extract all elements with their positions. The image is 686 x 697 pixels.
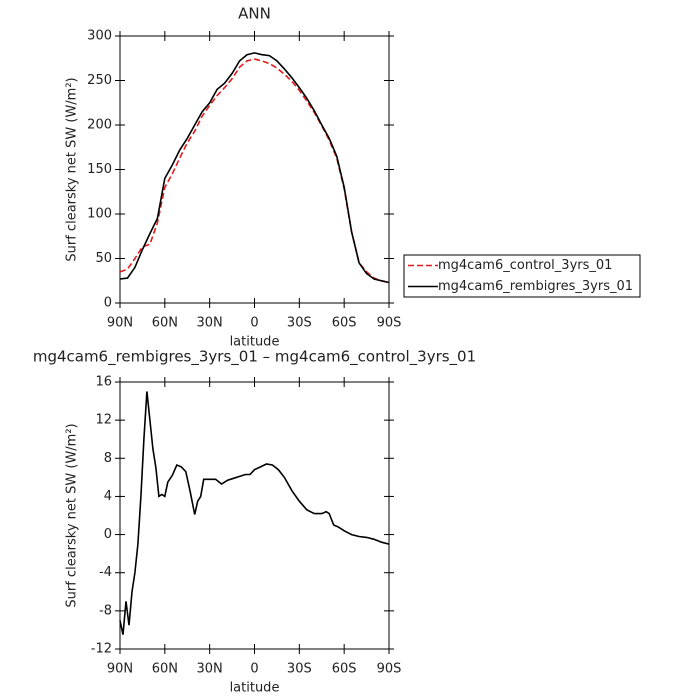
y-tick-label: 0 <box>104 527 112 542</box>
x-tick-label: 30S <box>287 662 312 677</box>
x-tick-label: 60S <box>332 662 357 677</box>
y-tick-label: 300 <box>87 29 112 44</box>
y-tick-label: -4 <box>99 565 112 580</box>
y-tick-label: 200 <box>87 118 112 133</box>
y-tick-label: 150 <box>87 162 112 177</box>
y-tick-label: 8 <box>104 451 112 466</box>
legend-label: mg4cam6_control_3yrs_01 <box>438 258 612 273</box>
x-tick-label: 90S <box>377 662 402 677</box>
data-line <box>119 58 390 284</box>
chart-title: ANN <box>238 5 271 23</box>
chart-title: mg4cam6_rembigres_3yrs_01 – mg4cam6_cont… <box>33 348 476 367</box>
x-tick-label: 0 <box>250 316 258 331</box>
x-axis-label: latitude <box>230 335 280 350</box>
x-tick-label: 90N <box>107 662 133 677</box>
y-tick-label: -8 <box>99 603 112 618</box>
data-line <box>119 391 390 635</box>
y-tick-label: 50 <box>95 251 112 266</box>
y-tick-label: 0 <box>104 296 112 311</box>
plot-frame <box>119 381 390 650</box>
y-tick-label: 4 <box>104 489 112 504</box>
x-tick-label: 90S <box>377 316 402 331</box>
x-tick-label: 0 <box>250 662 258 677</box>
plot-frame <box>119 35 390 304</box>
x-tick-label: 60S <box>332 316 357 331</box>
y-axis-label: Surf clearsky net SW (W/m²) <box>65 423 80 607</box>
legend-label: mg4cam6_rembigres_3yrs_01 <box>438 279 633 294</box>
data-line <box>119 52 390 284</box>
x-tick-label: 30N <box>197 662 223 677</box>
y-tick-label: 250 <box>87 73 112 88</box>
x-tick-label: 60N <box>152 316 178 331</box>
x-tick-label: 30S <box>287 316 312 331</box>
y-tick-label: -12 <box>91 642 112 657</box>
y-axis-label: Surf clearsky net SW (W/m²) <box>65 77 80 261</box>
x-tick-label: 60N <box>152 662 178 677</box>
legend-box <box>403 254 641 298</box>
y-tick-label: 100 <box>87 207 112 222</box>
y-tick-label: 12 <box>95 413 112 428</box>
x-tick-label: 30N <box>197 316 223 331</box>
x-axis-label: latitude <box>230 681 280 696</box>
x-tick-label: 90N <box>107 316 133 331</box>
y-tick-label: 16 <box>95 375 112 390</box>
